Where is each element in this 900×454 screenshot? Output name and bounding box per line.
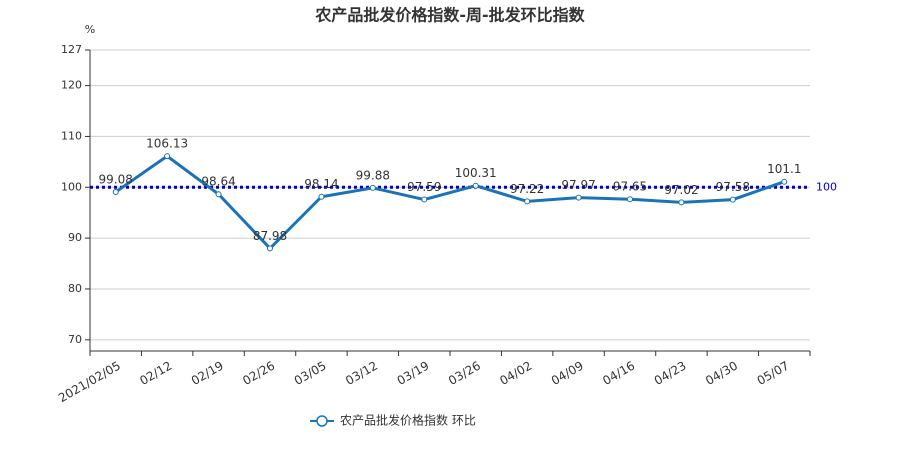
x-tick-label: 05/07: [755, 359, 792, 388]
point: [678, 199, 685, 206]
point: [112, 188, 119, 195]
point: [575, 194, 582, 201]
point: [215, 191, 222, 198]
y-tick-label: 90: [68, 231, 82, 244]
x-tick-label: 03/26: [446, 359, 483, 388]
data-label: 98.14: [304, 177, 338, 191]
data-label: 98.64: [201, 175, 235, 189]
x-tick-label: 04/16: [600, 359, 637, 388]
data-label: 99.08: [99, 172, 133, 186]
point: [164, 153, 171, 160]
x-tick-label: 04/30: [703, 359, 740, 388]
data-label: 97.97: [561, 178, 595, 192]
y-tick-label: 80: [68, 282, 82, 295]
data-label: 106.13: [146, 137, 188, 151]
point: [627, 196, 633, 203]
reference-label: 100: [816, 180, 837, 193]
legend-label: 农产品批发价格指数 环比: [340, 413, 476, 428]
y-tick-label: 120: [61, 79, 82, 92]
chart-title: 农产品批发价格指数-周-批发环比指数: [314, 6, 585, 25]
point: [421, 196, 428, 203]
data-label: 97.22: [510, 182, 544, 196]
x-tick-label: 02/19: [189, 359, 226, 388]
point: [472, 182, 479, 189]
x-tick-label: 03/19: [395, 359, 432, 388]
data-label: 97.58: [716, 180, 750, 194]
data-label: 99.88: [356, 168, 390, 182]
y-tick-label: 70: [68, 333, 82, 346]
x-tick-label: 04/09: [549, 359, 586, 388]
point: [318, 193, 325, 200]
data-label: 101.1: [767, 162, 801, 176]
data-label: 97.65: [613, 180, 647, 194]
y-tick-label: 127: [61, 43, 82, 56]
data-label: 87.98: [253, 229, 287, 243]
x-tick-label: 02/26: [240, 359, 277, 388]
x-tick-label: 03/05: [292, 359, 329, 388]
data-label: 100.31: [455, 166, 497, 180]
data-label: 97.59: [407, 180, 441, 194]
point: [781, 178, 788, 185]
point: [369, 184, 376, 191]
x-tick-label: 02/12: [137, 359, 174, 388]
y-tick-label: 110: [61, 129, 82, 142]
line: [114, 154, 785, 251]
point: [524, 198, 531, 205]
legend-marker: [316, 415, 328, 427]
data-label: 97.02: [664, 183, 698, 197]
point: [267, 245, 273, 252]
x-tick-label: 2021/02/05: [56, 359, 123, 406]
y-tick-label: 100: [61, 180, 82, 193]
x-tick-label: 04/23: [652, 359, 689, 388]
y-unit: %: [85, 23, 95, 36]
x-tick-label: 04/02: [497, 359, 534, 388]
point: [729, 196, 736, 203]
x-tick-label: 03/12: [343, 359, 380, 388]
